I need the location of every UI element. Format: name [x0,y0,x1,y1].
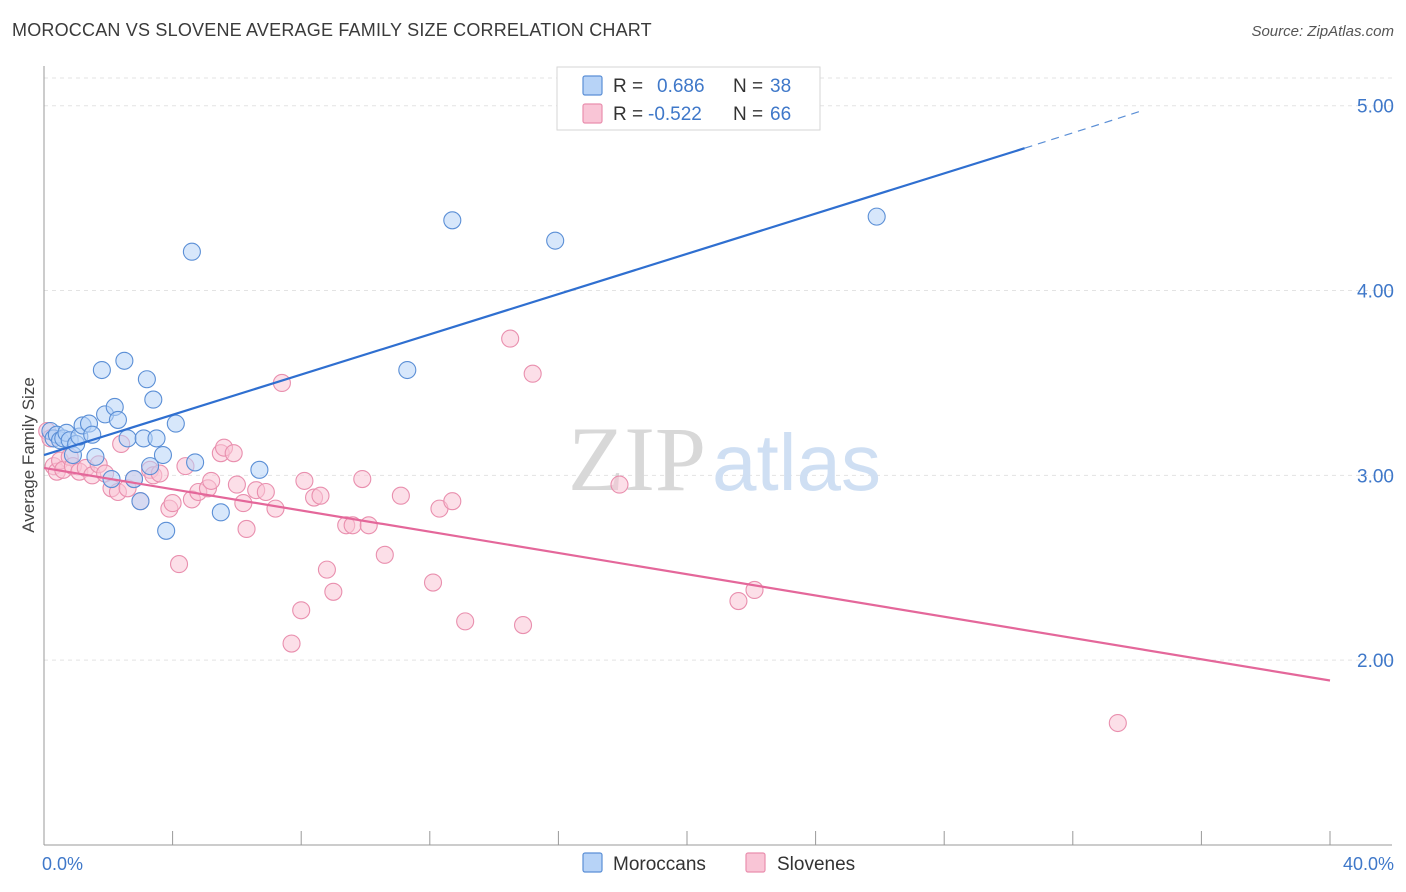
moroccan-point-26 [144,390,163,409]
slovene-point-32 [224,444,243,463]
moroccan-point-38 [867,207,886,226]
trendline-moroccans-extension [1024,110,1141,149]
moroccan-point-35 [398,360,417,380]
moroccan-point-27 [147,429,166,448]
moroccan-point-13 [86,447,105,466]
moroccan-point-31 [182,242,201,261]
slovene-point-44 [311,486,330,505]
moroccan-point-37 [546,231,565,250]
legend-swatch-slovenes [582,103,603,124]
slovene-point-35 [237,519,256,539]
watermark-atlas: atlas [712,418,881,507]
slovene-point-49 [353,470,372,489]
slovene-point-59 [523,364,542,383]
moroccan-point-28 [153,445,173,465]
legend-r-value-moroccans: 0.686 [657,76,705,97]
moroccan-point-19 [115,351,134,370]
axes [43,66,1392,846]
legend-swatch-moroccans [582,75,603,96]
moroccan-point-18 [108,410,127,429]
slovene-point-34 [234,494,253,513]
moroccan-point-14 [92,360,111,380]
x-tick-label-0: 0.0% [42,854,83,874]
slovene-point-58 [513,616,533,635]
moroccan-point-36 [443,211,462,230]
y-tick-labels: 2.00 3.00 4.00 5.00 [1357,97,1394,672]
slovene-point-51 [375,545,394,564]
bottom-legend-label-slovenes: Slovenes [777,854,855,875]
slovene-point-55 [443,492,462,511]
bottom-legend-swatch-slovenes [745,852,766,873]
x-ticks [43,831,1331,845]
slovene-point-57 [501,329,520,348]
slovene-point-60 [610,475,629,494]
slovene-point-37 [256,482,275,502]
source-label: Source: ZipAtlas.com [1251,23,1394,40]
moroccan-point-25 [141,457,160,476]
y-tick-label-3: 5.00 [1357,97,1394,118]
y-axis-label: Average Family Size [19,377,38,533]
watermark-zip: ZIP [568,408,706,510]
legend: R = 0.686 N = 38 R = -0.522 N = 66 [556,66,821,131]
grid [44,77,1392,661]
slovene-point-61 [729,591,748,611]
slovene-point-24 [169,555,189,574]
chart-title: MOROCCAN VS SLOVENE AVERAGE FAMILY SIZE … [12,20,652,40]
bottom-legend: Moroccans Slovenes [582,852,855,875]
slovene-point-50 [359,516,378,535]
slovene-point-53 [423,573,443,592]
trendline-slovenes [43,466,1331,682]
slovene-point-38 [266,499,285,518]
slovene-point-46 [324,582,343,601]
moroccan-point-20 [118,429,137,448]
slovene-point-29 [202,471,221,490]
slovene-point-56 [456,612,475,631]
bottom-legend-swatch-moroccans [582,852,603,873]
slovene-point-45 [317,560,336,579]
slovene-point-52 [391,486,410,505]
legend-n-label-slovenes: N = [733,104,763,125]
legend-n-value-slovenes: 66 [770,104,791,125]
y-tick-label-1: 3.00 [1357,466,1394,487]
legend-r-value-slovenes: -0.522 [648,104,702,125]
slovene-point-42 [295,471,314,490]
slovene-point-40 [282,634,301,653]
slovene-point-33 [227,475,246,494]
moroccan-point-22 [131,492,150,511]
slovene-point-63 [1108,713,1127,733]
moroccan-point-24 [137,370,156,389]
y-tick-label-2: 4.00 [1357,282,1394,303]
moroccan-point-30 [166,414,185,433]
moroccan-point-32 [186,453,205,472]
moroccan-point-34 [250,460,269,479]
legend-r-label-moroccans: R = [613,76,643,97]
legend-n-label-moroccans: N = [733,76,763,97]
moroccan-point-21 [124,470,144,489]
legend-r-label-slovenes: R = [613,104,643,125]
moroccan-point-33 [211,503,230,522]
series-slovenes-points [38,329,1127,733]
trendline-moroccans [43,147,1025,457]
slovene-point-41 [292,601,311,620]
y-tick-label-0: 2.00 [1357,651,1394,672]
x-tick-label-40: 40.0% [1343,854,1394,874]
slovene-point-23 [163,494,182,513]
legend-n-value-moroccans: 38 [770,76,791,97]
trendlines [43,110,1331,682]
moroccan-point-29 [157,521,176,540]
watermark: ZIP atlas [568,408,881,510]
bottom-legend-label-moroccans: Moroccans [613,854,706,875]
